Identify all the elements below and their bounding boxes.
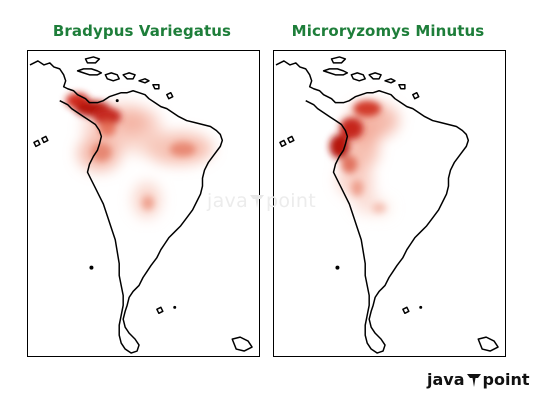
title-bradypus-variegatus: Bradypus Variegatus [52, 22, 232, 40]
map-microryzomys-minutus [273, 50, 506, 357]
density-heatmap [77, 103, 213, 218]
coastline [275, 56, 499, 354]
coastline [29, 56, 253, 354]
brand-right: point [482, 370, 530, 389]
title-microryzomys-minutus: Microryzomys Minutus [291, 22, 485, 40]
map-bradypus-variegatus [27, 50, 260, 357]
brand-t-icon [466, 373, 481, 387]
brand-logo: java point [427, 370, 529, 389]
brand-left: java [427, 370, 465, 389]
